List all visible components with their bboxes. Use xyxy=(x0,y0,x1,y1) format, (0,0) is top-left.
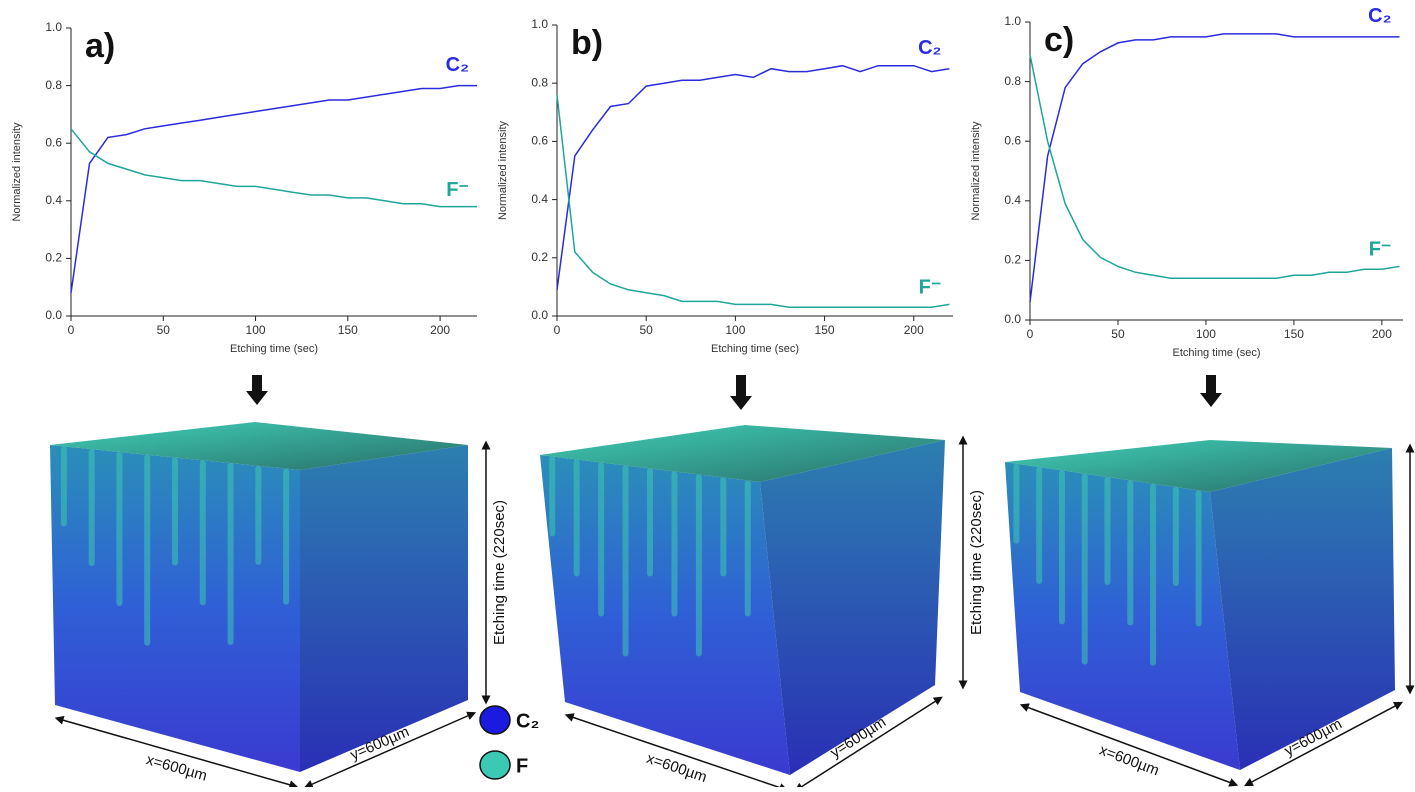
series-label: C₂ xyxy=(446,54,469,76)
cube-streak xyxy=(647,469,653,577)
x-tick-label: 50 xyxy=(640,323,654,337)
x-tick-label: 0 xyxy=(554,323,561,337)
x-tick-label: 50 xyxy=(157,323,171,337)
arrow-head xyxy=(1200,393,1222,407)
series-line xyxy=(557,66,949,290)
arrow-shaft xyxy=(736,375,746,398)
cube-streak xyxy=(745,481,751,617)
cube-side xyxy=(300,445,468,772)
y-tick-label: 0.8 xyxy=(531,75,548,89)
y-tick-label: 0.0 xyxy=(1004,312,1021,326)
series-label: F⁻ xyxy=(1369,239,1392,261)
y-tick-label: 0.4 xyxy=(531,192,548,206)
cube-streak xyxy=(1173,487,1179,586)
series-label: F⁻ xyxy=(919,277,942,299)
series-label: C₂ xyxy=(918,37,941,59)
cube-streak xyxy=(283,469,289,605)
cube-streak xyxy=(574,460,580,577)
y-axis-label: Normalized intensity xyxy=(497,120,509,220)
legend-label: F xyxy=(516,755,528,777)
y-tick-label: 0.6 xyxy=(45,135,62,149)
legend-swatch xyxy=(480,751,510,779)
x-label: x=600µm xyxy=(644,750,709,786)
series-label: F⁻ xyxy=(446,179,469,201)
y-tick-label: 0.4 xyxy=(45,193,62,207)
cube-side xyxy=(1210,448,1395,770)
y-axis-label: Normalized intensity xyxy=(11,122,23,222)
panel-label: c) xyxy=(1044,21,1074,59)
cube-streak xyxy=(1150,484,1156,666)
cube-streak xyxy=(89,449,95,566)
x-tick-label: 150 xyxy=(815,323,835,337)
x-tick-label: 150 xyxy=(1284,327,1304,341)
cube-streak xyxy=(1082,474,1088,665)
series-line xyxy=(71,129,477,207)
cube-streak xyxy=(1196,490,1202,626)
cube-streak xyxy=(671,472,677,617)
cube-streak xyxy=(144,455,150,646)
panel-label: a) xyxy=(85,27,115,65)
x-tick-label: 0 xyxy=(1027,327,1034,341)
x-label: x=600µm xyxy=(144,751,209,784)
x-axis-label: Etching time (sec) xyxy=(711,343,799,355)
cube-streak xyxy=(1105,477,1111,585)
series-line xyxy=(1030,34,1400,302)
cube-side xyxy=(760,440,945,775)
y-tick-label: 1.0 xyxy=(45,20,62,34)
x-tick-label: 0 xyxy=(68,323,75,337)
y-tick-label: 0.4 xyxy=(1004,193,1021,207)
series-label: C₂ xyxy=(1368,5,1391,27)
cube-streak xyxy=(228,463,234,645)
x-tick-label: 200 xyxy=(904,323,924,337)
arrow-shaft xyxy=(252,375,262,393)
cube-streak xyxy=(696,475,702,657)
arrow-head xyxy=(730,396,752,410)
cube-streak xyxy=(172,458,178,566)
cube-streak xyxy=(61,446,67,526)
cube-streak xyxy=(549,457,555,537)
cube-streak xyxy=(116,452,122,606)
cube-streak xyxy=(1127,480,1133,625)
y-tick-label: 1.0 xyxy=(531,17,548,31)
cube-streak xyxy=(200,460,206,605)
cube-streak xyxy=(1036,467,1042,584)
y-tick-label: 0.2 xyxy=(1004,253,1021,267)
cube-streak xyxy=(1013,464,1019,544)
z-label: Etching time (220sec) xyxy=(491,500,508,645)
cube-streak xyxy=(623,466,629,657)
x-tick-label: 100 xyxy=(246,323,266,337)
legend-swatch xyxy=(480,706,510,734)
y-tick-label: 0.2 xyxy=(531,250,548,264)
cube-streak xyxy=(720,478,726,577)
panel-label: b) xyxy=(571,24,603,62)
x-tick-label: 50 xyxy=(1111,327,1125,341)
y-tick-label: 0.2 xyxy=(45,251,62,265)
y-tick-label: 1.0 xyxy=(1004,14,1021,28)
cube-streak xyxy=(255,466,261,565)
x-tick-label: 200 xyxy=(430,323,450,337)
z-label: Etching time (220sec) xyxy=(968,490,985,635)
arrow-head xyxy=(246,391,268,405)
x-tick-label: 150 xyxy=(338,323,358,337)
x-axis-label: Etching time (sec) xyxy=(230,343,318,355)
series-line xyxy=(1030,55,1400,278)
y-tick-label: 0.0 xyxy=(45,308,62,322)
x-tick-label: 100 xyxy=(725,323,745,337)
y-tick-label: 0.8 xyxy=(45,78,62,92)
legend-label: C₂ xyxy=(516,710,539,732)
series-line xyxy=(557,95,949,307)
x-tick-label: 100 xyxy=(1196,327,1216,341)
y-tick-label: 0.6 xyxy=(531,134,548,148)
cube-streak xyxy=(598,463,604,617)
y-tick-label: 0.6 xyxy=(1004,133,1021,147)
x-label: x=600µm xyxy=(1097,742,1161,780)
x-axis-label: Etching time (sec) xyxy=(1172,347,1260,359)
arrow-shaft xyxy=(1206,375,1216,395)
y-tick-label: 0.8 xyxy=(1004,74,1021,88)
x-tick-label: 200 xyxy=(1372,327,1392,341)
y-axis-label: Normalized intensity xyxy=(970,121,982,221)
cube-streak xyxy=(1059,470,1065,624)
y-tick-label: 0.0 xyxy=(531,308,548,322)
